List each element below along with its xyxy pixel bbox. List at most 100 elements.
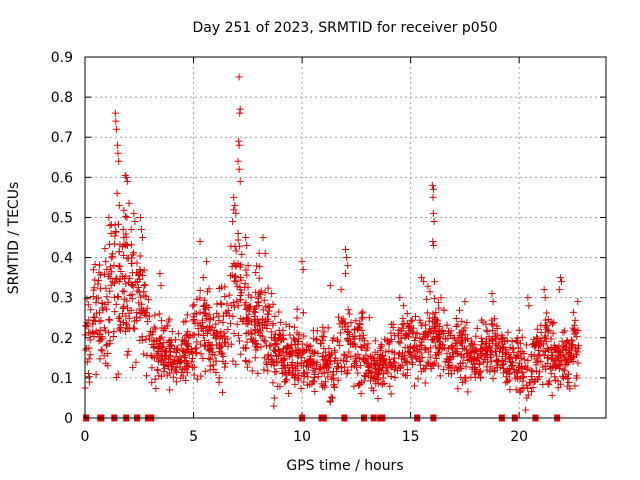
data-point <box>464 335 472 343</box>
data-point <box>423 309 431 317</box>
data-point <box>136 266 144 274</box>
data-point <box>96 271 104 279</box>
data-point <box>397 334 405 342</box>
data-point <box>470 356 478 364</box>
data-point <box>469 347 477 355</box>
data-point <box>356 321 364 329</box>
data-point <box>439 326 447 334</box>
data-point <box>431 278 439 286</box>
data-point <box>477 334 485 342</box>
data-point <box>155 310 163 318</box>
data-point <box>334 313 342 321</box>
data-point <box>110 293 118 301</box>
data-point <box>430 242 438 250</box>
data-point <box>123 297 131 305</box>
data-point <box>217 328 225 336</box>
data-point <box>359 308 367 316</box>
data-point <box>352 317 360 325</box>
data-point <box>197 350 205 358</box>
data-point <box>488 316 496 324</box>
data-point <box>514 375 522 383</box>
data-point <box>497 336 505 344</box>
data-point <box>505 376 513 384</box>
data-point <box>85 355 93 363</box>
data-point <box>411 313 419 321</box>
data-point <box>196 308 204 316</box>
data-point <box>354 350 362 358</box>
data-point <box>396 339 404 347</box>
data-point <box>435 327 443 335</box>
data-point <box>192 349 200 357</box>
data-point <box>232 361 240 369</box>
data-point <box>303 341 311 349</box>
data-point <box>493 324 501 332</box>
data-point <box>401 344 409 352</box>
data-point <box>107 229 115 237</box>
data-point <box>311 388 319 396</box>
data-point <box>174 330 182 338</box>
data-point <box>445 356 453 364</box>
data-point <box>548 391 556 399</box>
data-point <box>220 329 228 337</box>
data-point <box>215 341 223 349</box>
data-point <box>297 362 305 370</box>
data-point <box>467 348 475 356</box>
data-point <box>185 333 193 341</box>
data-point <box>330 382 338 390</box>
data-point <box>131 325 139 333</box>
data-point <box>493 352 501 360</box>
data-point <box>261 289 269 297</box>
data-point <box>117 268 125 276</box>
data-point <box>434 349 442 357</box>
data-point <box>418 354 426 362</box>
plot-frame <box>84 56 607 419</box>
data-point <box>341 363 349 371</box>
data-point <box>520 372 528 380</box>
data-point <box>221 363 229 371</box>
data-point <box>380 357 388 365</box>
data-point <box>488 357 496 365</box>
data-point <box>510 348 518 356</box>
data-point <box>440 366 448 374</box>
data-point <box>203 315 211 323</box>
data-point <box>558 337 566 345</box>
data-point <box>363 360 371 368</box>
data-point <box>115 157 123 165</box>
data-point <box>417 274 425 282</box>
data-point <box>452 364 460 372</box>
data-point <box>200 303 208 311</box>
data-point <box>123 177 131 185</box>
data-point <box>140 288 148 296</box>
data-point <box>561 327 569 335</box>
data-point <box>574 359 582 367</box>
data-point <box>409 360 417 368</box>
data-point <box>300 378 308 386</box>
data-point <box>133 317 141 325</box>
data-point <box>575 342 583 350</box>
data-point <box>532 367 540 375</box>
data-point <box>150 323 158 331</box>
data-point <box>212 357 220 365</box>
data-point <box>448 370 456 378</box>
data-point <box>331 346 339 354</box>
data-point <box>489 375 497 383</box>
data-point <box>227 302 235 310</box>
data-point <box>153 354 161 362</box>
data-point <box>368 369 376 377</box>
data-point <box>130 209 138 217</box>
data-point <box>286 331 294 339</box>
data-point <box>215 374 223 382</box>
data-point <box>124 347 132 355</box>
data-point <box>344 323 352 331</box>
data-point <box>255 249 263 257</box>
data-point <box>114 370 122 378</box>
data-point <box>329 371 337 379</box>
data-point <box>468 341 476 349</box>
data-point <box>188 358 196 366</box>
data-point <box>306 381 314 389</box>
data-point <box>128 281 136 289</box>
data-point <box>324 324 332 332</box>
data-point <box>547 369 555 377</box>
data-point <box>449 349 457 357</box>
data-point <box>224 335 232 343</box>
